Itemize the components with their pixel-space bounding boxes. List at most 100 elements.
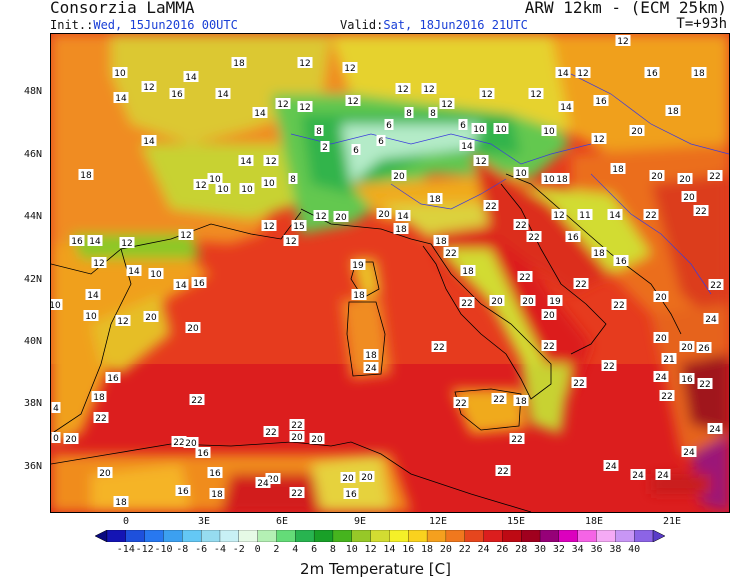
map-label-box [453,397,469,408]
map-value-label: 10 [85,312,97,322]
map-label-box [433,235,449,246]
map-value-label: 12 [121,239,132,249]
map-label-box [333,211,349,222]
map-value-label: 16 [193,279,205,289]
map-value-label: 6 [378,137,384,147]
map-value-label: 22 [710,281,721,291]
colorbar-tick-label: 20 [439,544,452,555]
map-value-label: 20 [543,311,555,321]
map-value-label: 12 [195,181,206,191]
coastline-africa [51,441,532,512]
map-label-box [693,205,709,216]
map-value-label: 12 [277,100,288,110]
map-label-box [443,247,459,258]
map-value-label: 24 [655,373,667,383]
map-value-label: 20 [522,297,534,307]
border-italy-inland [390,178,507,210]
model-label: ARW 12km - (ECM 25km) [524,0,727,17]
lon-label: 9E [353,516,367,527]
colorbar-tick-label: 6 [311,544,318,555]
map-value-label: 10 [217,185,229,195]
map-value-label: 16 [646,69,658,79]
map-label-box [351,289,367,300]
colorbar-tick-label: 2 [273,544,280,555]
map-value-label: 22 [291,489,302,499]
map-label-box [195,447,211,458]
colorbar-cell [313,530,334,542]
map-value-label: 16 [681,375,693,385]
map-label-box [571,377,587,388]
map-value-label: 16 [107,374,119,384]
map-label-box [283,235,299,246]
coastline-corsica [350,261,380,299]
colorbar-cell [634,530,654,542]
map-value-label: 22 [291,421,302,431]
colorbar-cell [370,530,390,542]
map-label-box [691,67,707,78]
map-label-box [275,98,291,109]
map-label-box [558,101,574,112]
lon-label: 21E [662,516,682,527]
map-label-box [431,341,447,352]
map-label-box [404,107,414,118]
map-value-label: 20 [631,127,643,137]
map-value-label: 22 [661,392,672,402]
colorbar-cell [445,530,466,542]
map-value-label: 20 [267,475,279,485]
colorbar-cell [200,530,221,542]
map-label-box [297,101,313,112]
map-value-label: 18 [435,237,447,247]
map-label-box [681,446,697,457]
map-value-label: 10 [543,127,555,137]
map-value-label: 0 [53,434,59,444]
lat-label: 38N [24,398,43,409]
map-value-label: 14 [557,69,569,79]
map-label-box [513,219,529,230]
forecast-hour: T=+93h [676,16,727,32]
map-value-label: 10 [150,270,162,280]
colorbar-cell [295,530,315,542]
map-label-box [231,57,247,68]
map-value-label: 22 [575,280,586,290]
map-value-label: 10 [473,125,485,135]
map-label-box [207,173,223,184]
map-value-label: 20 [679,175,691,185]
map-label-box [479,88,495,99]
map-label-box [113,92,129,103]
coastline-italy [300,208,552,400]
map-value-label: 18 [667,107,679,117]
map-value-label: 14 [397,212,409,222]
map-label-box [659,390,675,401]
map-label-box [363,362,379,373]
map-value-label: 18 [612,165,624,175]
colorbar-cell [238,530,259,542]
map-value-label: 6 [386,121,392,131]
map-label-box [707,423,723,434]
map-value-label: 22 [645,211,656,221]
map-label-box [343,488,359,499]
map-value-label: 18 [93,393,105,403]
map-value-label: 10 [114,69,126,79]
map-label-box [395,210,411,221]
map-label-box [141,81,157,92]
map-label-box [495,465,511,476]
map-value-label: 24 [709,425,721,435]
map-label-box [483,200,499,211]
map-value-label: 22 [573,379,584,389]
map-label-box [517,271,533,282]
map-value-label: 12 [117,317,128,327]
colorbar-cell [596,530,616,542]
map-value-label: 18 [395,225,407,235]
map-label-box [351,144,361,155]
map-value-label: 14 [87,291,99,301]
map-value-label: 22 [455,399,466,409]
map-label-box [93,412,109,423]
colorbar-tick-label: 24 [477,544,490,555]
map-label-box [215,88,231,99]
map-value-label: 18 [115,498,127,508]
map-label-box [340,472,356,483]
colorbar-cell [483,530,503,542]
map-value-label: 20 [187,324,199,334]
map-value-label: 22 [543,342,554,352]
lat-label: 46N [24,149,43,160]
